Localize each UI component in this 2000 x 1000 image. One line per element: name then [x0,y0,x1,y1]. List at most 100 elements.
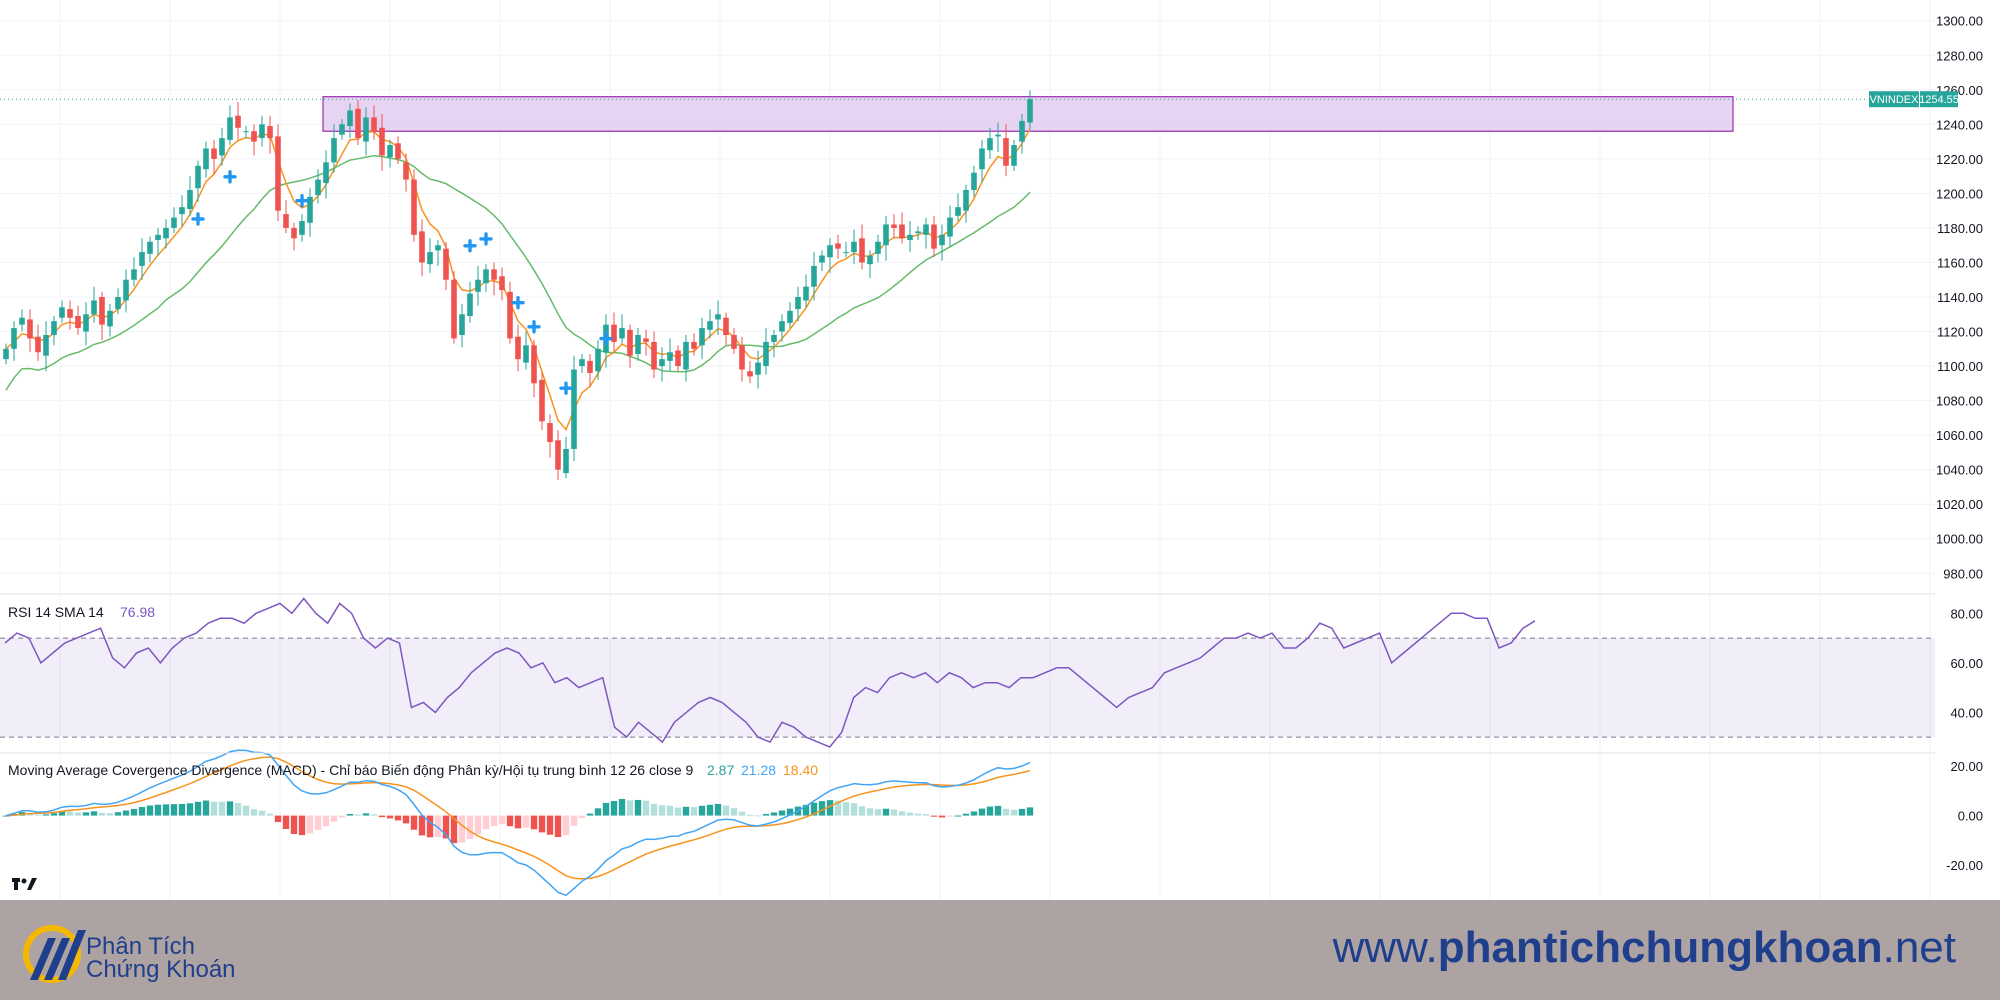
candle-body [187,189,193,209]
macd-histogram-bar [674,807,682,816]
candle-body [403,162,409,180]
macd-histogram-bar [634,799,642,816]
candle-body [627,329,633,356]
candle-body [299,221,305,235]
macd-histogram-bar [402,815,410,824]
tradingview-icon[interactable] [12,878,37,890]
candle-body [979,148,985,170]
candle-body [219,138,225,156]
macd-histogram-bar [858,806,866,816]
price-tick-label: 1200.00 [1936,186,1983,201]
macd-histogram-bar [730,808,738,816]
candle-body [83,314,89,332]
macd-histogram-bar [106,813,114,816]
macd-histogram-bar [370,814,378,816]
price-tick-label: 1120.00 [1937,325,1983,340]
candle-body [971,172,977,190]
macd-histogram-bar [42,814,50,816]
macd-histogram-bar [322,815,330,827]
macd-histogram-bar [690,807,698,816]
macd-histogram-bar [946,815,954,817]
candle-body [931,224,937,249]
candle-body [891,224,897,228]
candle-body [947,217,953,237]
price-tick-label: 1240.00 [1936,117,1983,132]
candle-body [171,217,177,228]
candle-body [571,369,577,449]
candle-body [555,440,561,470]
macd-histogram-bar [1018,808,1026,816]
candle-body [347,110,353,127]
macd-histogram-bar [242,805,250,816]
macd-histogram-bar [626,800,634,816]
macd-pane[interactable] [2,749,1034,897]
macd-histogram-bar [602,802,610,816]
last-price-badge-bg [1920,91,1958,108]
candle-body [107,310,113,327]
macd-histogram-bar [426,815,434,838]
candle-body [531,345,537,384]
macd-histogram-bar [74,812,82,816]
macd-histogram-bar [266,813,274,816]
website-url[interactable]: www.phantichchungkhoan.net [1333,926,1956,970]
macd-histogram-bar [666,805,674,816]
signal-marker-icon [479,232,493,246]
candle-body [331,138,337,163]
candle-body [179,207,185,215]
rsi-line [4,597,1536,748]
rsi-pane[interactable] [0,597,1935,748]
macd-histogram-bar [562,815,570,836]
candle-body [283,214,289,228]
candle-body [339,124,345,135]
macd-histogram-bar [914,813,922,816]
macd-histogram-bar [530,815,538,830]
macd-histogram-bar [410,815,418,830]
price-tick-label: 1100.00 [1937,359,1983,374]
candle-body [875,241,881,254]
candle-body [827,245,833,258]
price-tick-label: 980.00 [1943,566,1983,581]
candle-body [667,352,673,361]
macd-histogram-bar [706,804,714,816]
macd-hist-value: 2.87 [707,762,734,778]
phan-tich-chung-khoan-logo-icon [23,925,86,983]
candle-body [275,136,281,211]
macd-histogram-bar [538,815,546,833]
candle-body [235,115,241,128]
candle-body [203,148,209,170]
signal-marker-icon [599,331,613,346]
candle-body [3,348,9,360]
macd-histogram-bar [218,801,226,816]
macd-histogram-bar [506,815,514,827]
candle-body [739,345,745,370]
price-pane[interactable] [0,90,1865,481]
macd-histogram-bar [434,815,442,837]
candle-body [915,231,921,234]
candle-body [1019,120,1025,142]
macd-histogram-bar [314,815,322,831]
candle-body [131,269,137,280]
macd-histogram-bar [186,803,194,816]
macd-histogram-bar [194,801,202,816]
candle-body [851,241,857,253]
candle-body [643,338,649,342]
macd-histogram-bar [962,813,970,816]
macd-histogram-bar [498,815,506,825]
candle-body [715,314,721,320]
candle-body [659,359,665,367]
macd-histogram-bar [290,815,298,834]
brand-name-line1: Phân Tích [86,933,195,960]
candle-body [323,162,329,184]
macd-histogram-bar [202,800,210,816]
candle-body [939,234,945,246]
macd-histogram-bar [154,804,162,816]
price-tick-label: 1160.00 [1937,255,1983,270]
candle-body [35,336,41,353]
candle-body [427,252,433,265]
macd-histogram-bar [162,804,170,816]
macd-histogram-bar [50,813,58,816]
macd-histogram-bar [762,813,770,816]
vnindex-chart[interactable]: 1300.001280.001260.001240.001220.001200.… [0,0,2000,900]
macd-histogram-bar [650,803,658,816]
rsi-title: RSI 14 SMA 14 [8,604,104,620]
